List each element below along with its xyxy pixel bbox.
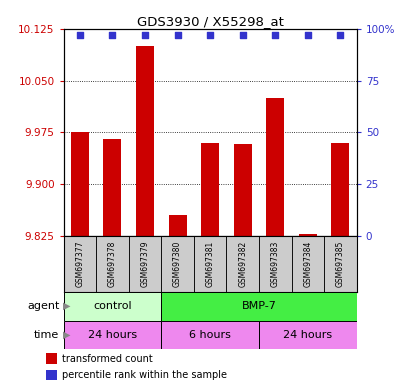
- Bar: [161, 292, 356, 321]
- Point: [109, 32, 115, 38]
- Text: GSM697378: GSM697378: [108, 241, 117, 287]
- Text: 6 hours: 6 hours: [189, 330, 231, 340]
- Text: percentile rank within the sample: percentile rank within the sample: [62, 370, 226, 380]
- Point: [206, 32, 213, 38]
- Text: GSM697385: GSM697385: [335, 241, 344, 287]
- Bar: [46, 370, 57, 380]
- Bar: [46, 353, 57, 364]
- Text: 24 hours: 24 hours: [88, 330, 137, 340]
- Text: agent: agent: [27, 301, 59, 311]
- Bar: [103, 139, 121, 236]
- Point: [239, 32, 245, 38]
- Bar: [258, 236, 291, 292]
- Bar: [266, 98, 283, 236]
- Text: GSM697383: GSM697383: [270, 241, 279, 287]
- Bar: [63, 321, 161, 349]
- Bar: [233, 144, 251, 236]
- Bar: [324, 236, 356, 292]
- Text: BMP-7: BMP-7: [241, 301, 276, 311]
- Text: transformed count: transformed count: [62, 354, 152, 364]
- Title: GDS3930 / X55298_at: GDS3930 / X55298_at: [136, 15, 283, 28]
- Bar: [201, 143, 218, 236]
- Text: control: control: [93, 301, 131, 311]
- Bar: [161, 321, 258, 349]
- Bar: [63, 292, 161, 321]
- Bar: [136, 46, 153, 236]
- Bar: [96, 236, 128, 292]
- Text: 24 hours: 24 hours: [283, 330, 332, 340]
- Text: GSM697377: GSM697377: [75, 241, 84, 287]
- Text: GSM697381: GSM697381: [205, 241, 214, 287]
- Bar: [298, 234, 316, 236]
- Point: [271, 32, 278, 38]
- Point: [336, 32, 343, 38]
- Bar: [291, 236, 324, 292]
- Text: GSM697384: GSM697384: [303, 241, 312, 287]
- Bar: [193, 236, 226, 292]
- Point: [174, 32, 180, 38]
- Bar: [168, 215, 186, 236]
- Bar: [330, 143, 348, 236]
- Point: [142, 32, 148, 38]
- Bar: [71, 132, 89, 236]
- Text: GSM697379: GSM697379: [140, 241, 149, 287]
- Point: [304, 32, 310, 38]
- Text: time: time: [34, 330, 59, 340]
- Point: [76, 32, 83, 38]
- Bar: [226, 236, 258, 292]
- Bar: [258, 321, 356, 349]
- Bar: [161, 236, 193, 292]
- Bar: [128, 236, 161, 292]
- Text: GSM697382: GSM697382: [238, 241, 247, 287]
- Bar: [63, 236, 96, 292]
- Text: ▶: ▶: [63, 330, 70, 340]
- Text: ▶: ▶: [63, 301, 70, 311]
- Text: GSM697380: GSM697380: [173, 241, 182, 287]
